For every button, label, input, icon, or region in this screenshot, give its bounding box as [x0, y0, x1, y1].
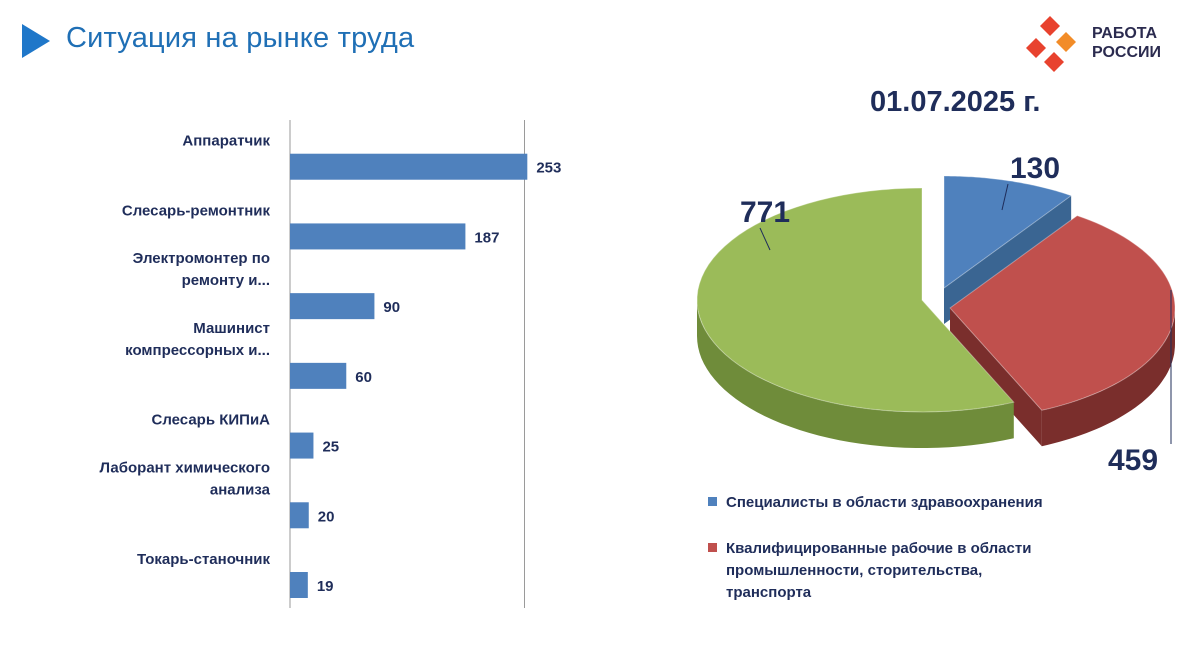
- logo-line-1: РАБОТА: [1092, 25, 1158, 42]
- bar-category-label: Слесарь-ремонтник: [122, 202, 271, 219]
- bar-chart: 253 Аппаратчик 187 Слесарь-ремонтник 90 Элект…: [99, 120, 561, 608]
- pie-value-label: 459: [1108, 444, 1158, 477]
- pie-legend: Специалисты в области здравоохранения Ква…: [708, 492, 1188, 628]
- pie-value-label: 130: [1010, 152, 1060, 185]
- legend-label: транспорта: [726, 584, 812, 601]
- legend-label: Квалифицированные рабочие в области: [726, 540, 1032, 557]
- bar-category-label: Токарь-станочник: [137, 551, 270, 568]
- bar: [290, 223, 466, 250]
- legend-swatch: [708, 497, 717, 506]
- bar: [290, 293, 375, 320]
- pie-slice-cut: [950, 308, 1042, 447]
- bar: [290, 572, 308, 598]
- bar-category-label: Электромонтер по ремонту и...: [133, 250, 270, 289]
- pie-slice-side: [1041, 308, 1175, 447]
- bar-value-label: 19: [317, 578, 334, 595]
- pie-leader-line: [1001, 183, 1009, 211]
- page-title: Ситуация на рынке труда: [66, 22, 415, 54]
- bar: [290, 362, 347, 389]
- bar: [290, 502, 309, 529]
- star-logo-icon: [1026, 16, 1076, 72]
- bar: [290, 153, 528, 180]
- logo-wordmark: РАБОТА РОССИИ: [1092, 24, 1161, 62]
- bar-value-label: 25: [322, 439, 339, 456]
- pie-value-label: 771: [740, 196, 790, 229]
- bar-category-label: Слесарь КИПиА: [152, 412, 271, 429]
- bar-value-label: 187: [474, 229, 499, 246]
- play-arrow-icon: [22, 24, 50, 58]
- pie-leader-line: [759, 227, 771, 251]
- pie-slice: [949, 215, 1176, 411]
- legend-item: Специалисты в области здравоохранения: [708, 492, 1188, 514]
- pie-slice-side: [697, 300, 1014, 448]
- bar-value-label: 253: [536, 160, 561, 177]
- legend-item: Квалифицированные рабочие в области промы…: [708, 538, 1188, 604]
- legend-label: промышленности, сторительства,: [726, 562, 983, 579]
- bar-category-label: Аппаратчик: [182, 133, 270, 150]
- logo-line-2: РОССИИ: [1092, 44, 1162, 61]
- pie-chart: 130 459 771: [696, 152, 1176, 477]
- pie-slice: [696, 187, 1015, 413]
- bar: [290, 432, 314, 459]
- chart-date: 01.07.2025 г.: [870, 86, 1041, 118]
- bar-category-label: Лаборант химического анализа: [99, 459, 270, 498]
- pie-slice: [943, 175, 1073, 289]
- bar-value-label: 20: [318, 508, 335, 525]
- bar-value-label: 60: [355, 369, 372, 386]
- rabota-rossii-logo: РАБОТА РОССИИ: [1022, 12, 1192, 76]
- bar-category-label: Машинист компрессорных и...: [125, 320, 270, 359]
- bar-value-label: 90: [383, 299, 400, 316]
- legend-swatch: [708, 543, 717, 552]
- legend-label: Специалисты в области здравоохранения: [726, 494, 1043, 511]
- header: Ситуация на рынке труда РАБОТА РОССИИ: [0, 0, 1200, 90]
